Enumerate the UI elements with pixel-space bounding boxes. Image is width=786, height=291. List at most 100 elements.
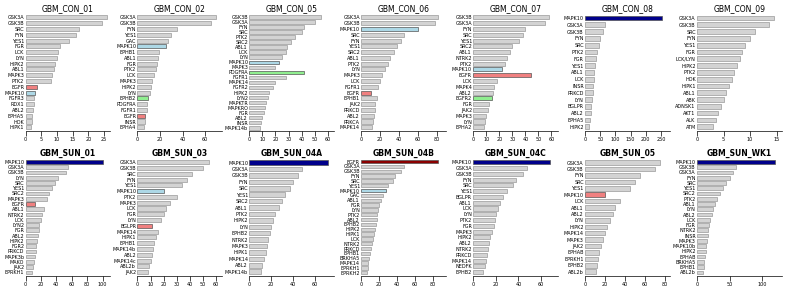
Bar bbox=[586, 231, 605, 235]
Bar bbox=[249, 45, 287, 49]
Bar bbox=[138, 73, 154, 77]
Bar bbox=[697, 70, 734, 75]
Bar bbox=[473, 44, 512, 48]
Bar bbox=[26, 265, 33, 269]
Bar bbox=[26, 218, 41, 222]
Bar bbox=[697, 49, 742, 54]
Bar bbox=[26, 15, 107, 19]
Bar bbox=[362, 102, 376, 106]
Bar bbox=[138, 91, 150, 95]
Title: GBM_SUN_01: GBM_SUN_01 bbox=[40, 149, 96, 158]
Bar bbox=[697, 234, 707, 237]
Bar bbox=[26, 165, 68, 169]
Bar bbox=[138, 235, 156, 239]
Bar bbox=[362, 184, 388, 187]
Title: GBM_CON_07: GBM_CON_07 bbox=[490, 4, 542, 13]
Bar bbox=[362, 256, 369, 260]
Bar bbox=[138, 207, 166, 210]
Bar bbox=[586, 192, 605, 197]
Bar bbox=[26, 260, 34, 264]
Bar bbox=[697, 260, 704, 264]
Bar bbox=[473, 38, 519, 42]
Bar bbox=[26, 234, 38, 237]
Bar bbox=[249, 218, 274, 223]
Bar bbox=[586, 124, 590, 129]
Bar bbox=[473, 195, 503, 199]
Title: GBM_CON_08: GBM_CON_08 bbox=[601, 4, 653, 13]
Bar bbox=[697, 197, 717, 200]
Bar bbox=[249, 250, 266, 255]
Bar bbox=[697, 255, 705, 258]
Bar bbox=[586, 91, 593, 95]
Bar bbox=[586, 36, 601, 41]
Bar bbox=[362, 174, 395, 178]
Bar bbox=[26, 33, 75, 37]
Bar bbox=[586, 16, 663, 20]
Bar bbox=[362, 233, 374, 236]
Bar bbox=[362, 33, 404, 37]
Bar bbox=[249, 126, 260, 129]
Bar bbox=[362, 247, 371, 250]
Bar bbox=[362, 114, 373, 118]
Bar bbox=[249, 192, 285, 197]
Bar bbox=[362, 68, 385, 72]
Bar bbox=[697, 181, 726, 185]
Bar bbox=[249, 15, 321, 19]
Bar bbox=[362, 218, 376, 221]
Bar bbox=[362, 79, 380, 83]
Bar bbox=[473, 224, 494, 228]
Bar bbox=[362, 208, 378, 212]
Bar bbox=[26, 91, 35, 95]
Bar bbox=[362, 85, 378, 89]
Bar bbox=[697, 124, 713, 129]
Bar bbox=[26, 21, 102, 25]
Bar bbox=[249, 263, 263, 267]
Bar bbox=[697, 250, 706, 253]
Bar bbox=[26, 197, 47, 200]
Bar bbox=[362, 165, 404, 168]
Bar bbox=[697, 207, 714, 211]
Bar bbox=[249, 96, 268, 99]
Bar bbox=[249, 106, 265, 109]
Bar bbox=[138, 102, 147, 106]
Bar bbox=[586, 225, 607, 229]
Bar bbox=[362, 261, 369, 265]
Bar bbox=[697, 165, 736, 169]
Bar bbox=[138, 253, 152, 257]
Bar bbox=[586, 63, 595, 68]
Bar bbox=[473, 258, 486, 262]
Bar bbox=[138, 224, 152, 228]
Bar bbox=[586, 237, 603, 242]
Bar bbox=[473, 201, 501, 205]
Bar bbox=[697, 192, 720, 195]
Bar bbox=[362, 44, 397, 48]
Bar bbox=[473, 33, 523, 37]
Bar bbox=[26, 244, 36, 248]
Bar bbox=[249, 257, 263, 261]
Bar bbox=[697, 104, 721, 109]
Bar bbox=[249, 40, 291, 44]
Bar bbox=[138, 68, 156, 72]
Title: GBM_CON_01: GBM_CON_01 bbox=[42, 4, 94, 13]
Bar bbox=[362, 120, 373, 124]
Bar bbox=[697, 218, 711, 222]
Title: GBM_CON_09: GBM_CON_09 bbox=[714, 4, 766, 13]
Bar bbox=[249, 50, 286, 54]
Bar bbox=[249, 76, 286, 79]
Bar bbox=[26, 44, 60, 48]
Bar bbox=[249, 71, 304, 74]
Bar bbox=[362, 203, 379, 207]
Bar bbox=[586, 160, 660, 165]
Bar bbox=[473, 230, 493, 234]
Bar bbox=[697, 63, 736, 68]
Bar bbox=[362, 223, 376, 226]
Bar bbox=[26, 213, 42, 217]
Bar bbox=[249, 111, 264, 114]
Bar bbox=[586, 199, 620, 203]
Bar bbox=[249, 121, 261, 125]
Bar bbox=[249, 186, 289, 191]
Bar bbox=[249, 173, 298, 178]
Bar bbox=[26, 38, 69, 42]
Bar bbox=[586, 244, 601, 248]
Bar bbox=[697, 77, 732, 81]
